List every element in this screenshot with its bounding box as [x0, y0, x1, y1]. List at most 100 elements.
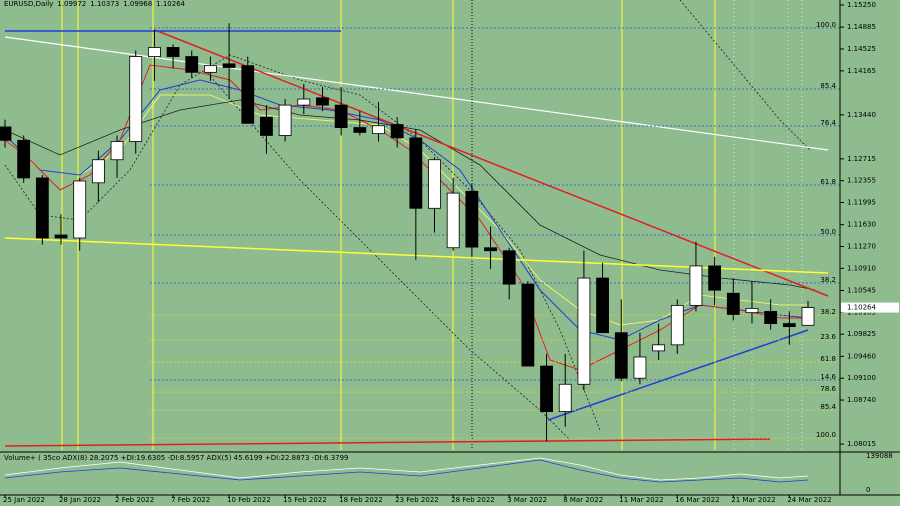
candle-body	[409, 137, 423, 209]
y-tick-label: 1.14525	[847, 45, 876, 53]
y-tick-label: 1.14885	[847, 23, 876, 31]
level-line	[4, 438, 771, 447]
indicator-tick-label: 0	[866, 486, 870, 494]
x-tick-label: 8 Mar 2022	[563, 496, 603, 504]
y-tick-label: 1.09825	[847, 330, 876, 338]
candle-body	[782, 323, 796, 328]
price-tag	[841, 302, 899, 313]
x-tick-label: 23 Feb 2022	[395, 496, 439, 504]
candle-body	[73, 180, 87, 239]
candle-body	[577, 277, 591, 385]
candle-body	[801, 307, 815, 326]
fib-label: 38.2	[820, 276, 836, 284]
chart-title: EURUSD,Daily	[4, 0, 53, 8]
candle-body	[316, 97, 329, 106]
header-value: 1.09972	[57, 0, 86, 8]
candle-body	[204, 65, 217, 73]
candle-body	[484, 247, 497, 252]
x-tick-label: 18 Feb 2022	[339, 496, 383, 504]
y-tick-label: 1.09100	[847, 374, 876, 382]
y-tick-label: 1.15250	[847, 1, 876, 9]
y-tick-label: 1.12355	[847, 177, 876, 185]
candle-body	[353, 127, 367, 133]
candle-body	[0, 126, 12, 141]
candle-body	[334, 104, 348, 128]
y-tick-label: 1.08015	[847, 440, 876, 448]
candle-body	[241, 65, 255, 124]
y-tick-label: 1.13440	[847, 111, 876, 119]
candle-body	[166, 47, 180, 57]
price-axis	[840, 0, 900, 495]
candle-body	[465, 190, 479, 248]
indicator-tick-label: 139088	[866, 452, 893, 460]
y-tick-label: 1.11995	[847, 199, 876, 207]
candle-body	[708, 265, 722, 291]
candle-body	[222, 63, 236, 68]
fib-label: 38.2	[820, 308, 836, 316]
trend-line	[154, 29, 829, 297]
candle-body	[633, 356, 647, 379]
y-tick-label: 1.11630	[847, 221, 876, 229]
candle-body	[726, 292, 740, 315]
candle-body	[278, 104, 292, 136]
vertical-dotted	[733, 0, 803, 450]
x-tick-label: 11 Mar 2022	[619, 496, 663, 504]
indicator-label: Volume+ ( 35co ADX(8) 28.2075 +DI:19.630…	[4, 454, 349, 462]
x-tick-label: 21 Mar 2022	[731, 496, 775, 504]
fib-label: 76.4	[820, 119, 836, 127]
fib-label: 100.0	[816, 21, 836, 29]
fib-label: 23.6	[820, 333, 836, 341]
candle-body	[689, 265, 703, 306]
y-tick-label: 1.10910	[847, 264, 876, 272]
candle-body	[129, 56, 143, 142]
y-tick-label: 1.12715	[847, 155, 876, 163]
x-tick-label: 3 Mar 2022	[507, 496, 547, 504]
candle-body	[54, 234, 68, 239]
y-tick-label: 1.10545	[847, 287, 876, 295]
x-tick-label: 16 Mar 2022	[675, 496, 719, 504]
fib-label: 61.8	[820, 178, 836, 186]
fib-label: 14.6	[820, 373, 836, 381]
header-value: 1.10373	[90, 0, 119, 8]
axis-group: 1.15250 1.14885 1.14525 1.14165 1.13440 1.127…	[840, 1, 899, 448]
candle-body	[91, 159, 105, 184]
fib-group: 100.0 85.4 76.4 61.8 50.0 38.2 38.2 23.6 61.8 14.…	[150, 21, 840, 439]
candle-body	[297, 98, 311, 106]
candle-body	[745, 308, 759, 314]
fib-label: 100.0	[816, 431, 836, 439]
header-value: 1.09968	[123, 0, 152, 8]
x-tick-label: 10 Feb 2022	[227, 496, 271, 504]
x-tick-label: 25 Jan 2022	[3, 496, 45, 504]
envelope	[679, 0, 811, 151]
y-tick-label: 1.14165	[847, 67, 876, 75]
trend-line	[4, 36, 829, 151]
candle-body	[614, 332, 628, 379]
candle-body	[147, 47, 161, 57]
y-tick-label: 1.08740	[847, 396, 876, 404]
candle-body	[390, 124, 404, 139]
di-line	[4, 459, 809, 483]
fib-label: 85.4	[820, 82, 836, 90]
candle-body	[446, 192, 460, 249]
x-tick-label: 28 Feb 2022	[451, 496, 495, 504]
candles	[0, 23, 815, 442]
candle-body	[372, 125, 385, 135]
candle-body	[596, 277, 609, 334]
x-tick-label: 7 Feb 2022	[171, 496, 210, 504]
y-tick-label: 1.11270	[847, 243, 876, 251]
candle-body	[652, 344, 666, 352]
candle-body	[260, 116, 273, 136]
candle-body	[764, 311, 778, 324]
candle-body	[428, 159, 441, 209]
candle-body	[558, 383, 572, 412]
adx-line	[4, 457, 809, 481]
x-tick-label: 24 Mar 2022	[787, 496, 831, 504]
candle-body	[110, 141, 124, 161]
candle-body	[670, 304, 684, 346]
fib-label: 50.0	[820, 228, 836, 236]
candle-body	[35, 177, 49, 239]
candle-body	[540, 365, 553, 412]
y-tick-label: 1.09460	[847, 352, 876, 360]
